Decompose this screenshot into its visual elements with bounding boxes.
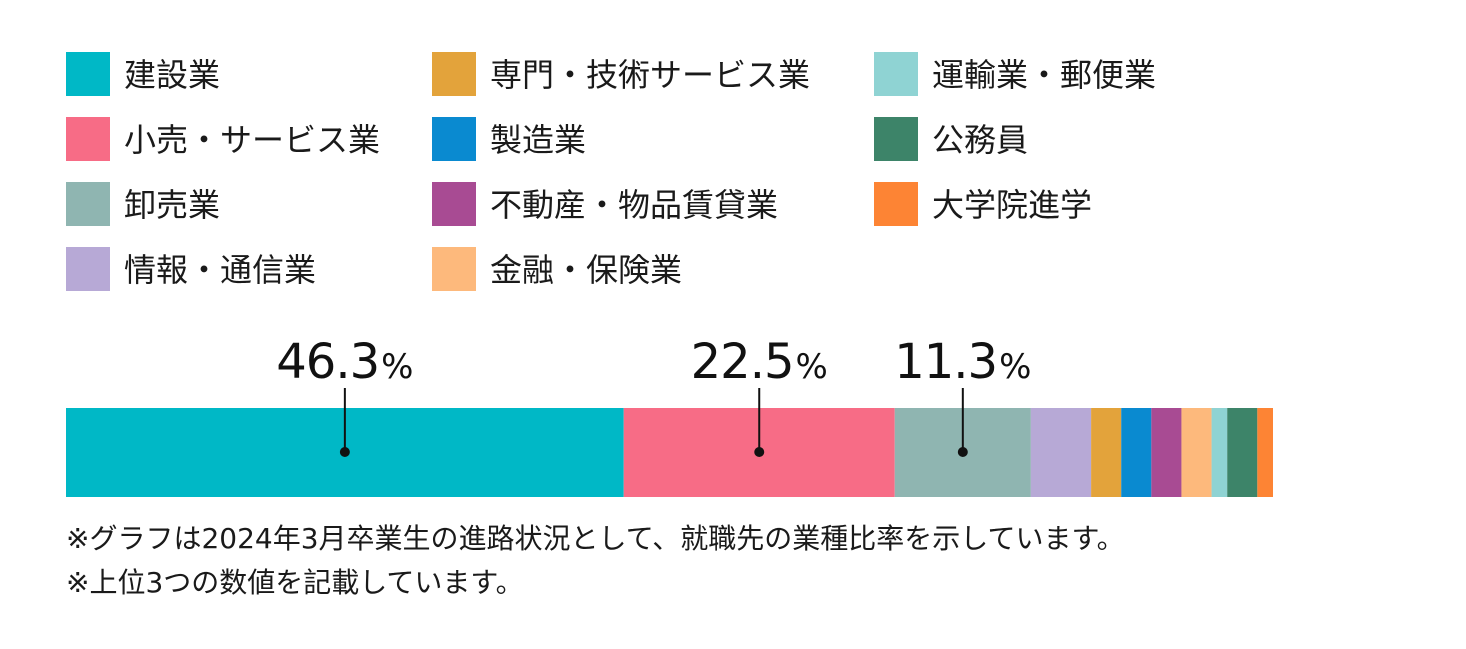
legend-swatch (66, 247, 110, 291)
legend-swatch (874, 52, 918, 96)
legend-item: 情報・通信業 (66, 247, 316, 291)
callout-dot (957, 447, 968, 457)
legend-label: 金融・保険業 (490, 251, 682, 289)
value-callout: 22.5% (691, 334, 828, 457)
legend-item: 専門・技術サービス業 (432, 52, 810, 96)
legend-swatch (432, 182, 476, 226)
percent-sign: % (999, 347, 1031, 387)
data-label-value: 22.5 (691, 334, 794, 390)
legend-item: 公務員 (874, 117, 1028, 161)
stacked-bar (66, 408, 1273, 497)
bar-segment (1151, 408, 1182, 497)
data-label: 11.3% (894, 334, 1031, 390)
legend-item: 小売・サービス業 (66, 117, 380, 161)
value-callout: 11.3% (894, 334, 1031, 457)
legend-label: 製造業 (490, 121, 586, 159)
legend-item: 製造業 (432, 117, 586, 161)
legend-label: 卸売業 (124, 186, 220, 224)
legend-label: 大学院進学 (932, 186, 1092, 224)
callout-dot (754, 447, 765, 457)
legend-item: 不動産・物品賃貸業 (432, 182, 778, 226)
legend-item: 卸売業 (66, 182, 220, 226)
legend-swatch (432, 117, 476, 161)
legend-swatch (66, 117, 110, 161)
bar-segment (1181, 408, 1212, 497)
footnote-1: ※グラフは2024年3月卒業生の進路状況として、就職先の業種比率を示しています。 (66, 522, 1125, 555)
callout-dot (339, 447, 350, 457)
legend-swatch (874, 117, 918, 161)
legend-swatch (432, 247, 476, 291)
bar-segment (1257, 408, 1273, 497)
legend-swatch (874, 182, 918, 226)
legend-item: 運輸業・郵便業 (874, 52, 1156, 96)
legend-label: 専門・技術サービス業 (490, 56, 810, 94)
legend-label: 小売・サービス業 (124, 121, 380, 159)
bar-segment (1211, 408, 1228, 497)
legend-label: 建設業 (124, 56, 220, 94)
legend-item: 金融・保険業 (432, 247, 682, 291)
percent-sign: % (381, 347, 413, 387)
data-label: 22.5% (691, 334, 828, 390)
legend-swatch (432, 52, 476, 96)
bar-segment (1091, 408, 1122, 497)
legend-label: 公務員 (932, 121, 1028, 159)
legend-label: 情報・通信業 (124, 251, 316, 289)
legend-item: 建設業 (66, 52, 220, 96)
legend-item: 大学院進学 (874, 182, 1092, 226)
data-label-value: 46.3 (276, 334, 379, 390)
bar-segment (1030, 408, 1092, 497)
legend-label: 運輸業・郵便業 (932, 56, 1156, 94)
footnote-2: ※上位3つの数値を記載しています。 (66, 566, 524, 599)
value-callout: 46.3% (276, 334, 413, 457)
bar-segment (1121, 408, 1152, 497)
bar-segment (1227, 408, 1258, 497)
value-callouts: 46.3% 22.5% 11.3% (276, 334, 1031, 457)
legend-swatch (66, 182, 110, 226)
legend-swatch (66, 52, 110, 96)
data-label: 46.3% (276, 334, 413, 390)
data-label-value: 11.3 (894, 334, 997, 390)
legend-label: 不動産・物品賃貸業 (490, 186, 778, 224)
percent-sign: % (796, 347, 828, 387)
